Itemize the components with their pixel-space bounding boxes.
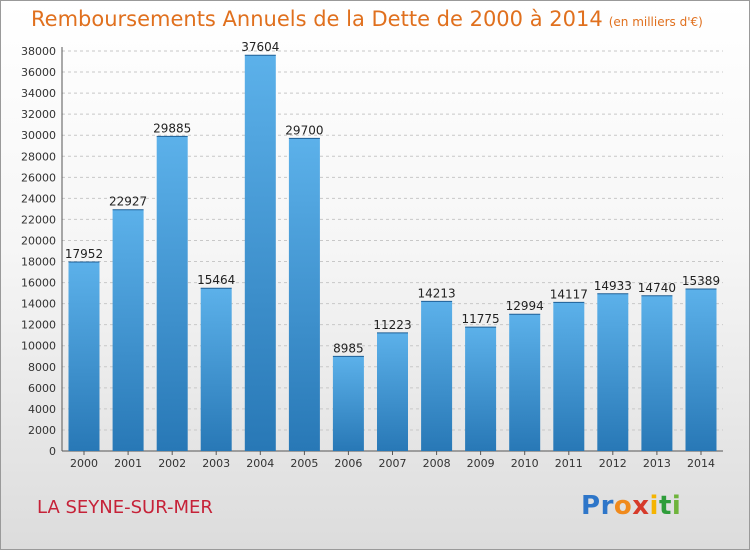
bar-value-label: 29885	[153, 121, 191, 135]
y-tick-label: 16000	[21, 277, 56, 290]
bar-value-label: 29700	[285, 123, 323, 137]
x-tick-label: 2008	[423, 457, 451, 470]
y-tick-label: 6000	[28, 382, 56, 395]
y-tick-label: 10000	[21, 340, 56, 353]
bar-value-label: 14933	[594, 279, 632, 293]
y-tick-label: 24000	[21, 192, 56, 205]
y-tick-label: 2000	[28, 424, 56, 437]
bar-value-label: 11775	[462, 312, 500, 326]
logo-letter: t	[658, 491, 672, 521]
logo-letter: P	[581, 491, 601, 521]
y-tick-label: 30000	[21, 129, 56, 142]
y-tick-label: 26000	[21, 171, 56, 184]
bar-value-label: 37604	[241, 40, 279, 54]
y-tick-label: 20000	[21, 234, 56, 247]
y-tick-label: 38000	[21, 45, 56, 58]
bar-value-label: 17952	[65, 247, 103, 261]
logo-letter: i	[671, 491, 682, 521]
bar-value-label: 22927	[109, 195, 147, 209]
x-tick-label: 2010	[511, 457, 539, 470]
logo-letter: o	[613, 491, 633, 521]
y-tick-label: 34000	[21, 87, 56, 100]
bar-value-label: 14117	[550, 287, 588, 301]
x-tick-label: 2006	[334, 457, 362, 470]
chart-subtitle: (en milliers d'€)	[608, 15, 703, 29]
bar-value-label: 15464	[197, 273, 235, 287]
x-tick-label: 2007	[379, 457, 407, 470]
x-tick-label: 2014	[687, 457, 715, 470]
bar	[244, 55, 276, 451]
x-tick-label: 2009	[467, 457, 495, 470]
x-tick-label: 2001	[114, 457, 142, 470]
x-tick-label: 2005	[290, 457, 318, 470]
bar	[553, 302, 585, 451]
x-tick-label: 2011	[555, 457, 583, 470]
bar	[641, 295, 673, 451]
y-tick-label: 36000	[21, 66, 56, 79]
y-tick-label: 22000	[21, 213, 56, 226]
x-tick-label: 2003	[202, 457, 230, 470]
bar	[421, 301, 453, 451]
location-label: LA SEYNE-SUR-MER	[37, 497, 213, 518]
x-tick-label: 2002	[158, 457, 186, 470]
bar	[288, 138, 320, 451]
bar-value-label: 14213	[418, 286, 456, 300]
y-tick-label: 4000	[28, 403, 56, 416]
bar	[685, 289, 717, 451]
chart-title: Remboursements Annuels de la Dette de 20…	[31, 7, 703, 31]
y-tick-label: 12000	[21, 319, 56, 332]
bar	[597, 293, 629, 451]
bar	[112, 209, 144, 451]
bar	[200, 288, 232, 451]
y-tick-label: 18000	[21, 256, 56, 269]
bar	[332, 356, 364, 451]
bar-value-label: 12994	[506, 299, 544, 313]
y-tick-label: 0	[49, 445, 56, 458]
y-tick-label: 28000	[21, 150, 56, 163]
bar-value-label: 15389	[682, 274, 720, 288]
bar	[156, 136, 188, 451]
chart-title-text: Remboursements Annuels de la Dette de 20…	[31, 7, 603, 31]
y-tick-label: 14000	[21, 298, 56, 311]
x-tick-label: 2012	[599, 457, 627, 470]
bar-value-label: 8985	[333, 341, 364, 355]
x-tick-label: 2013	[643, 457, 671, 470]
bar	[509, 314, 541, 451]
x-tick-label: 2004	[246, 457, 274, 470]
bar-value-label: 11223	[373, 318, 411, 332]
x-tick-label: 2000	[70, 457, 98, 470]
bar-value-label: 14740	[638, 281, 676, 295]
bar	[465, 327, 497, 451]
y-tick-label: 32000	[21, 108, 56, 121]
proxiti-logo[interactable]: Proxiti	[581, 491, 681, 521]
logo-letter: i	[649, 491, 659, 521]
logo-letter: r	[600, 491, 614, 521]
logo-letter: x	[632, 491, 650, 521]
bar	[68, 262, 100, 451]
bar	[377, 332, 408, 451]
y-tick-label: 8000	[28, 361, 56, 374]
